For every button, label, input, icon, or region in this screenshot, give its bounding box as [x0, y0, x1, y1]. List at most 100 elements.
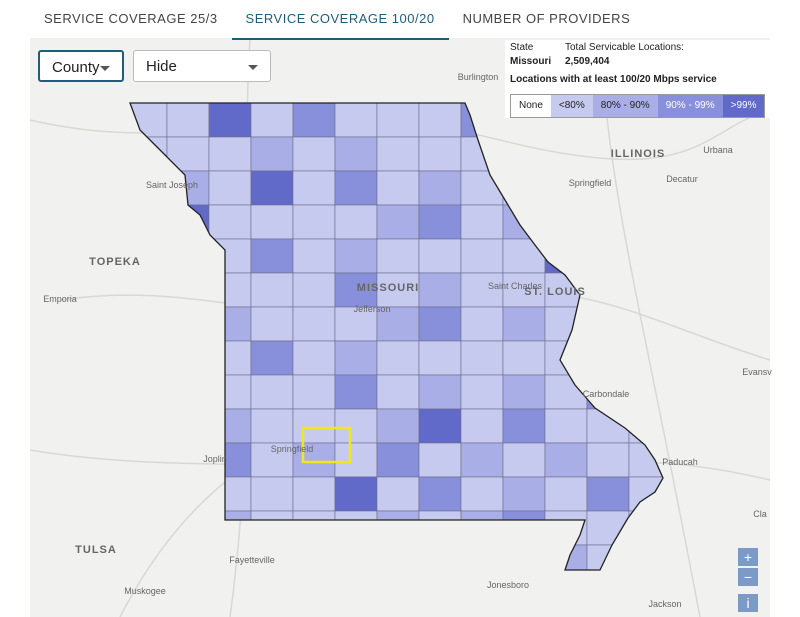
county: [460, 442, 504, 478]
county: [334, 136, 378, 172]
county: [334, 238, 378, 274]
county: [376, 408, 420, 444]
county: [418, 204, 462, 240]
zoom-out[interactable]: −: [738, 568, 758, 586]
place-label: Decatur: [666, 174, 698, 184]
state-label: State: [510, 42, 534, 53]
tab[interactable]: SERVICE COVERAGE 25/3: [44, 11, 218, 26]
place-label: Jonesboro: [487, 580, 529, 590]
county: [460, 408, 504, 444]
tab-bar: SERVICE COVERAGE 25/3 SERVICE COVERAGE 10…: [30, 0, 644, 40]
place-label: ST. LOUIS: [524, 286, 586, 298]
place-label: TOPEKA: [89, 256, 141, 268]
place-label: Springfield: [271, 444, 314, 454]
county: [250, 103, 294, 138]
county: [376, 238, 420, 274]
place-label: Joplin: [203, 454, 227, 464]
place-label: Muskogee: [124, 586, 166, 596]
place-label: Jefferson: [354, 304, 391, 314]
county: [334, 408, 378, 444]
county: [208, 136, 252, 172]
place-label: Urbana: [703, 145, 733, 155]
place-label: MISSOURI: [357, 282, 419, 294]
county: [334, 306, 378, 342]
county: [250, 238, 294, 274]
county: [250, 374, 294, 410]
county: [586, 476, 630, 512]
county: [418, 476, 462, 512]
county: [418, 103, 462, 138]
info-button[interactable]: i: [738, 594, 758, 612]
state: Missouri: [510, 56, 552, 67]
county: [586, 442, 630, 478]
county: [292, 442, 336, 478]
county: [502, 442, 546, 478]
place-label: Jackson: [648, 599, 681, 609]
total: 2,509,404: [565, 56, 610, 67]
info-panel: State Total Servicable Locations: Missou…: [505, 40, 770, 118]
county: [418, 374, 462, 410]
county: [376, 170, 420, 206]
place-label: Evansv: [742, 367, 772, 377]
county: [502, 306, 546, 342]
county: [376, 442, 420, 478]
county: [208, 103, 252, 138]
legend-item: 90% - 99%: [657, 95, 723, 117]
county: [502, 340, 546, 376]
county: [208, 170, 252, 206]
county: [334, 272, 378, 308]
county: [334, 442, 378, 478]
county: [250, 442, 294, 478]
overlay-select[interactable]: Hide: [133, 50, 271, 82]
county: [250, 408, 294, 444]
place-label: Cla: [753, 509, 767, 519]
county: [544, 442, 588, 478]
county: [250, 306, 294, 342]
place-label: TULSA: [75, 544, 117, 556]
county: [292, 204, 336, 240]
county: [376, 204, 420, 240]
county: [334, 374, 378, 410]
county: [502, 476, 546, 512]
selected-county: [301, 426, 352, 464]
county: [334, 340, 378, 376]
county: [376, 306, 420, 342]
county: [334, 204, 378, 240]
county: [292, 238, 336, 274]
county: [502, 272, 546, 308]
tab[interactable]: NUMBER OF PROVIDERS: [462, 11, 631, 26]
place-label: Paducah: [662, 457, 698, 467]
state-outline: [129, 102, 664, 571]
county: [502, 374, 546, 410]
county: [292, 340, 336, 376]
county: [418, 238, 462, 274]
place-label: Burlington: [458, 72, 499, 82]
county: [460, 306, 504, 342]
total-label: Total Servicable Locations:: [565, 42, 684, 53]
place-label: Springfield: [569, 178, 612, 188]
county: [250, 204, 294, 240]
county: [502, 408, 546, 444]
legend-item: 80% - 90%: [592, 95, 658, 117]
county: [544, 476, 588, 512]
county: [544, 408, 588, 444]
county: [292, 136, 336, 172]
place-label: Fayetteville: [229, 555, 275, 565]
county: [250, 340, 294, 376]
level-select[interactable]: County: [38, 50, 124, 82]
place-label: Saint Charles: [488, 281, 543, 291]
county: [292, 306, 336, 342]
zoom-in[interactable]: +: [738, 548, 758, 566]
legend-item: >99%: [722, 95, 765, 117]
county: [418, 272, 462, 308]
county: [292, 272, 336, 308]
place-label: Carbondale: [583, 389, 630, 399]
county: [460, 374, 504, 410]
county: [460, 238, 504, 274]
county: [334, 170, 378, 206]
county: [250, 170, 294, 206]
legend-item: <80%: [550, 95, 593, 117]
tab[interactable]: SERVICE COVERAGE 100/20: [231, 0, 449, 40]
county: [418, 306, 462, 342]
